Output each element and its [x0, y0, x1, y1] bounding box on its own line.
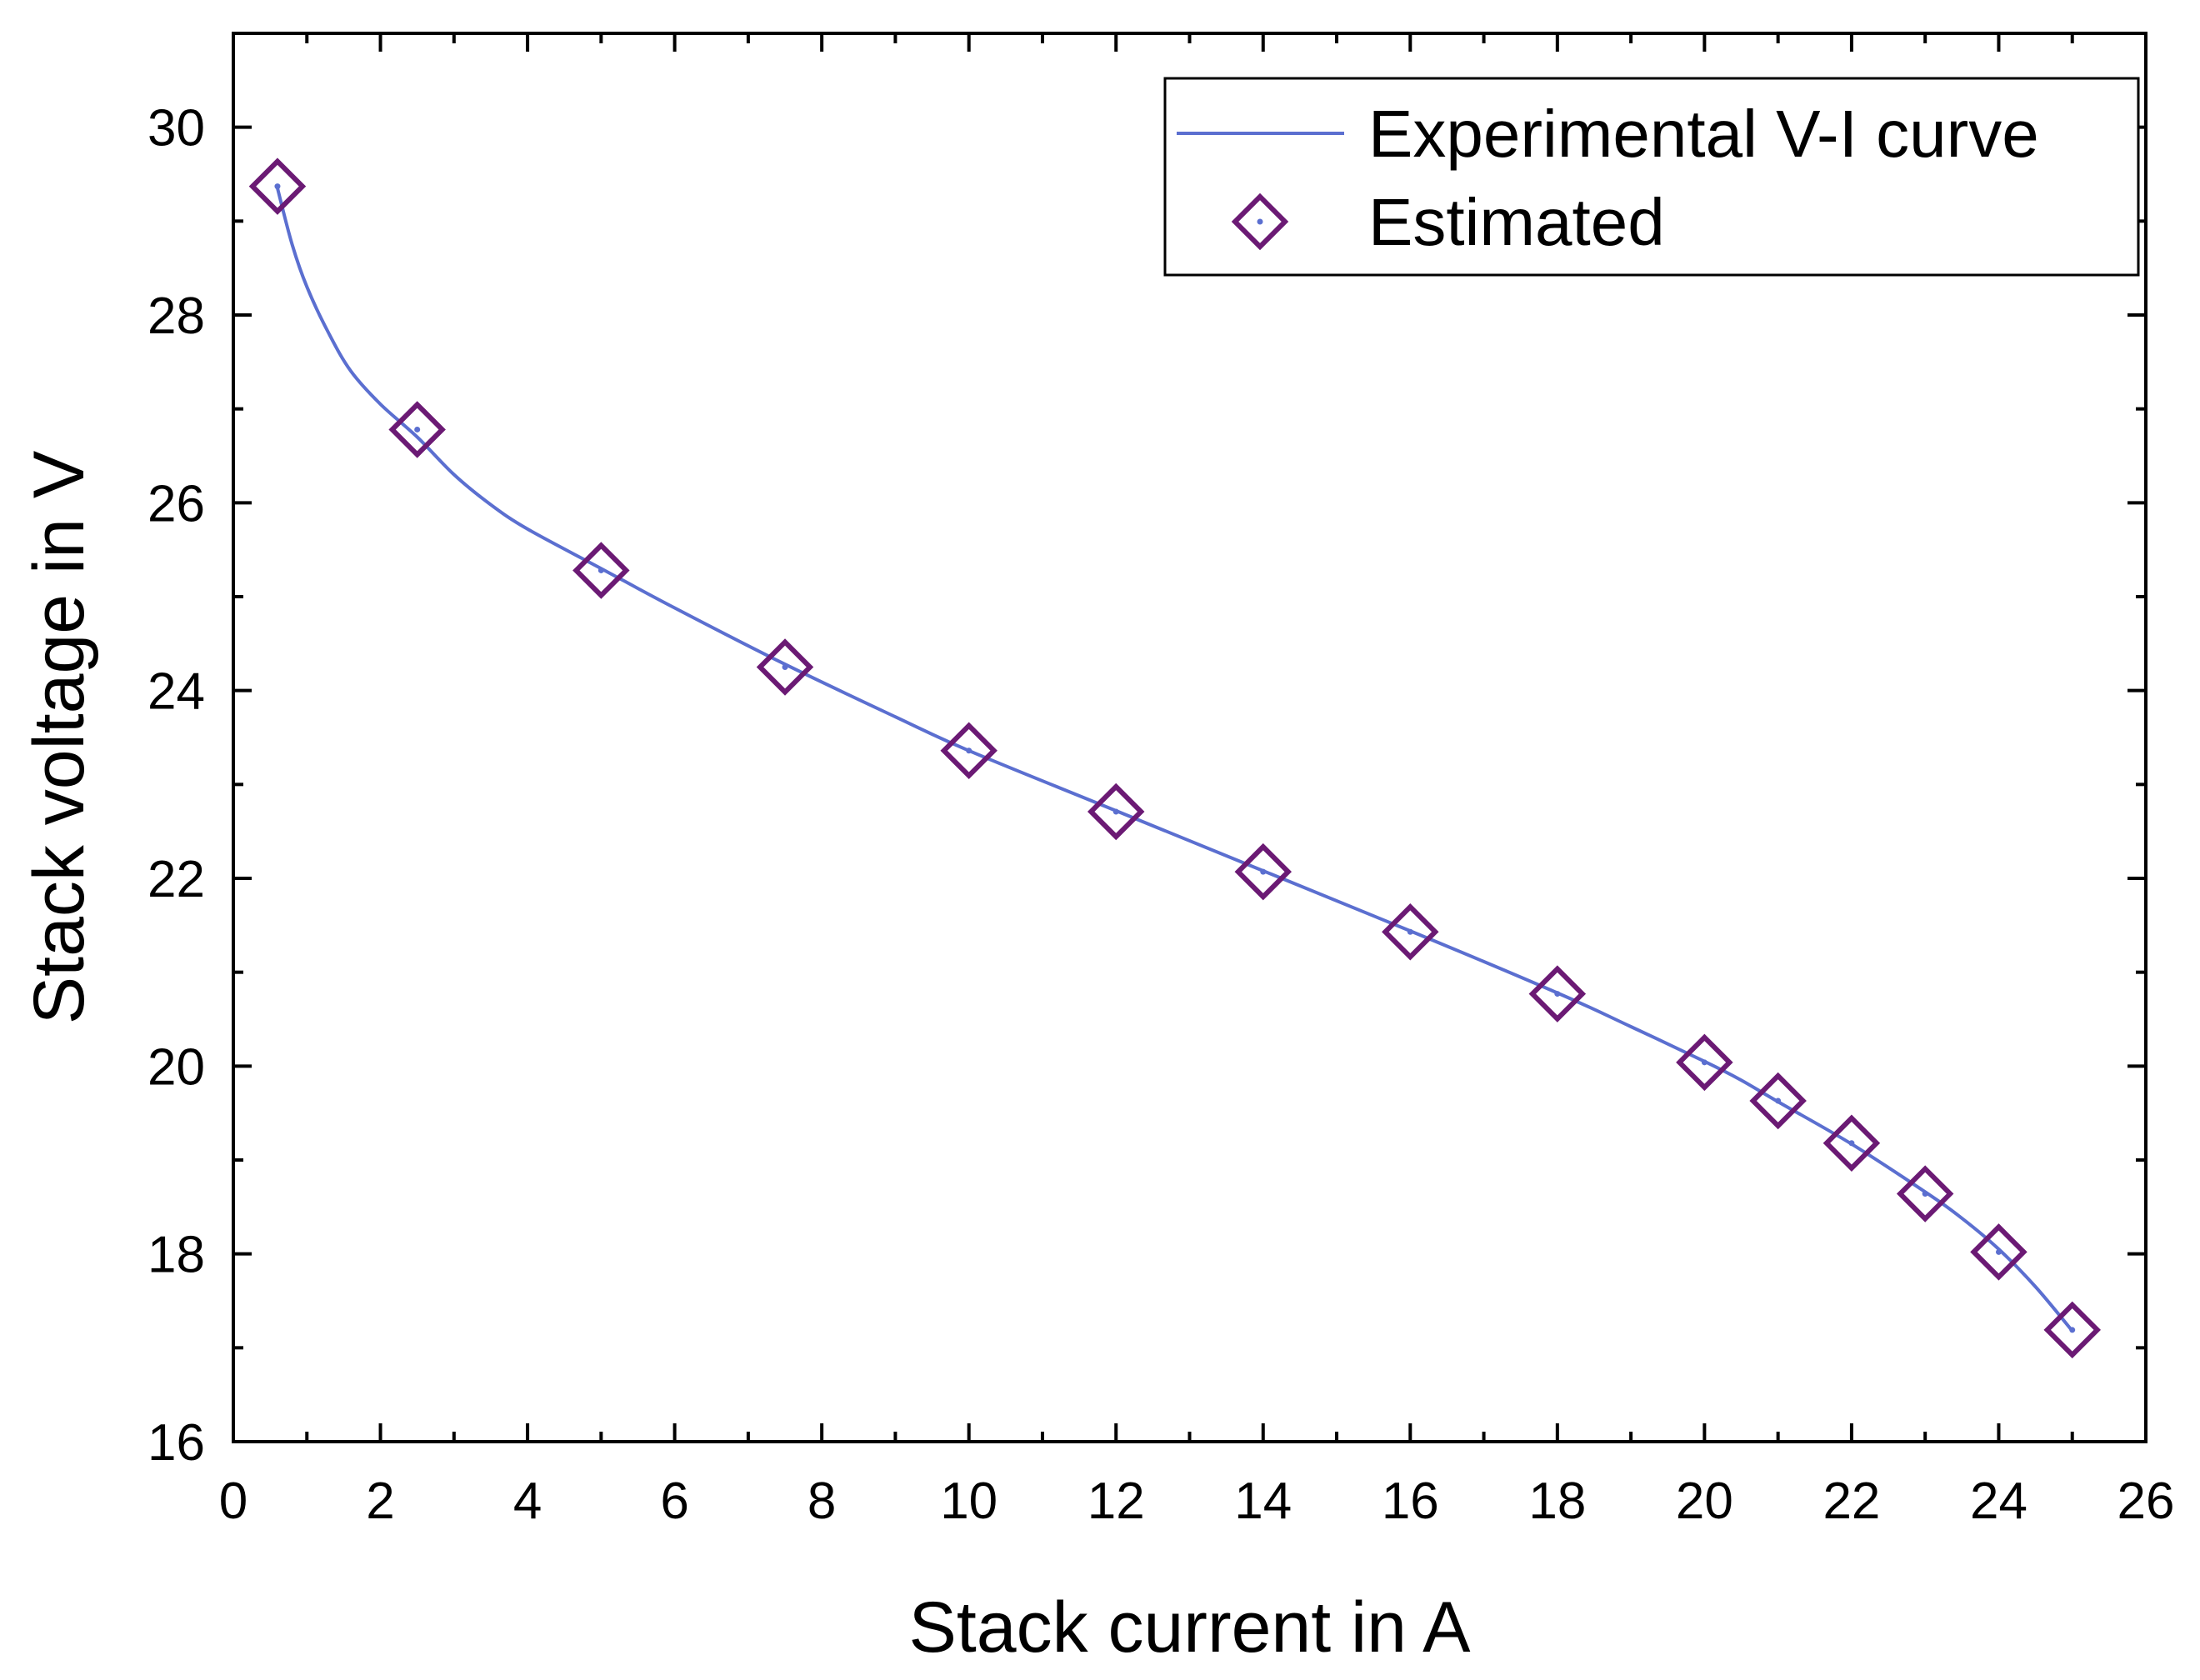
x-tick-label: 12 — [1088, 1472, 1145, 1530]
x-tick-label: 4 — [513, 1472, 542, 1530]
estimated-point-diamond — [1970, 1223, 2028, 1281]
estimated-point — [940, 722, 998, 780]
estimated-point-center — [1775, 1098, 1782, 1104]
estimated-point-center — [1922, 1191, 1928, 1198]
estimated-point-diamond — [1822, 1114, 1881, 1172]
estimated-point-center — [1848, 1140, 1855, 1147]
legend-label-estimated: Estimated — [1368, 185, 1665, 259]
estimated-point-center — [414, 426, 421, 432]
legend-box — [1163, 77, 2140, 277]
estimated-point — [1382, 902, 1439, 961]
x-tick-label: 16 — [1382, 1472, 1439, 1530]
estimated-point — [2043, 1301, 2101, 1359]
x-axis-title: Stack current in A — [909, 1588, 1472, 1668]
y-tick-label: 22 — [148, 851, 205, 908]
x-tick-label: 24 — [1970, 1472, 2028, 1530]
estimated-point-diamond — [1749, 1072, 1807, 1130]
estimated-point-center — [274, 183, 281, 190]
estimated-point — [1896, 1165, 1954, 1222]
estimated-point — [1749, 1072, 1807, 1130]
estimated-point — [1528, 965, 1587, 1022]
x-tick-label: 0 — [219, 1472, 248, 1530]
estimated-point-center — [1701, 1059, 1708, 1066]
estimated-point — [572, 542, 630, 599]
x-tick-label: 14 — [1234, 1472, 1292, 1530]
legend: Experimental V-I curve Estimated — [1163, 77, 2140, 277]
estimated-point-diamond — [248, 158, 307, 215]
y-tick-label: 20 — [148, 1038, 205, 1096]
estimated-point — [756, 638, 814, 696]
x-tick-label: 22 — [1822, 1472, 1880, 1530]
estimated-point — [1970, 1223, 2028, 1281]
estimated-point-diamond — [572, 542, 630, 599]
estimated-point-diamond — [388, 401, 446, 458]
estimated-point — [388, 401, 446, 458]
estimated-point-diamond — [1528, 965, 1587, 1022]
x-tick-label: 10 — [940, 1472, 998, 1530]
estimated-point-diamond — [756, 638, 814, 696]
estimated-point-diamond — [1087, 782, 1145, 841]
estimated-point-diamond — [1676, 1033, 1733, 1092]
estimated-point-center — [2069, 1327, 2076, 1333]
x-tick-label: 26 — [2118, 1472, 2175, 1530]
estimated-point-diamond — [1234, 842, 1292, 901]
y-tick-label: 18 — [148, 1227, 205, 1284]
estimated-point-diamond — [940, 722, 998, 780]
axis-titles: Stack current in A Stack voltage in V — [19, 451, 1471, 1668]
estimated-point-diamond — [2043, 1301, 2101, 1359]
plot-series — [248, 158, 2101, 1359]
x-tick-label: 2 — [366, 1472, 394, 1530]
estimated-point — [1234, 842, 1292, 901]
y-tick-label: 24 — [148, 663, 205, 721]
x-tick-label: 8 — [808, 1472, 836, 1530]
estimated-point-center — [1407, 928, 1413, 935]
legend-diamond-center — [1257, 218, 1263, 225]
y-tick-label: 26 — [148, 475, 205, 532]
y-axis-title: Stack voltage in V — [19, 451, 99, 1024]
y-tick-label: 30 — [148, 100, 205, 158]
estimated-point — [1676, 1033, 1733, 1092]
estimated-point — [1087, 782, 1145, 841]
estimated-point-diamond — [1896, 1165, 1954, 1222]
y-tick-label: 28 — [148, 288, 205, 345]
experimental-vi-curve-line — [276, 188, 2074, 1332]
estimated-point — [248, 158, 307, 215]
estimated-point-center — [782, 664, 788, 670]
y-tick-label: 16 — [148, 1414, 205, 1472]
x-tick-label: 18 — [1528, 1472, 1586, 1530]
estimated-point-diamond — [1382, 902, 1439, 961]
estimated-point-center — [1260, 868, 1267, 875]
legend-label-experimental: Experimental V-I curve — [1368, 97, 2039, 171]
estimated-point-center — [1995, 1248, 2002, 1255]
x-tick-label: 6 — [660, 1472, 688, 1530]
estimated-point-center — [598, 567, 604, 573]
estimated-point-center — [1554, 991, 1561, 998]
x-tick-label: 20 — [1676, 1472, 1733, 1530]
estimated-point-center — [1112, 808, 1119, 815]
estimated-point-center — [966, 748, 972, 754]
legend-diamond-swatch — [1231, 192, 1289, 251]
estimated-point — [1822, 1114, 1881, 1172]
